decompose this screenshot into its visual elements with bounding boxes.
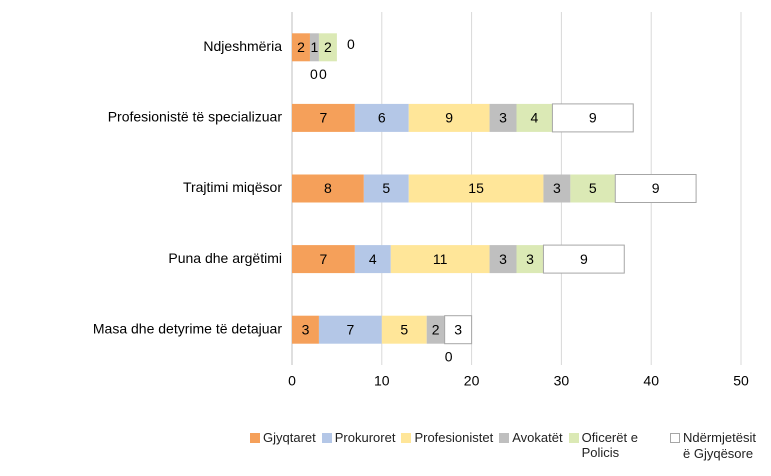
bar-segment bbox=[292, 315, 319, 344]
data-label: 0 bbox=[310, 66, 318, 82]
bar-segment bbox=[444, 315, 473, 345]
legend-label: Ndërmjetësit ë Gjyqësore bbox=[683, 430, 756, 461]
data-label: 4 bbox=[369, 251, 377, 267]
bar-segment bbox=[354, 245, 391, 274]
data-label: 5 bbox=[400, 321, 408, 337]
data-label: 2 bbox=[432, 321, 440, 337]
legend-item: Avokatët bbox=[499, 430, 563, 445]
data-label: 7 bbox=[346, 321, 354, 337]
bar-segment bbox=[614, 174, 697, 203]
legend-swatch bbox=[250, 433, 260, 443]
legend-label: Profesionistet bbox=[414, 430, 494, 445]
legend-label: Avokatët bbox=[512, 430, 563, 445]
bar-segment bbox=[292, 245, 355, 274]
data-label: 6 bbox=[378, 110, 386, 126]
bar-segment bbox=[542, 244, 625, 274]
data-label: 0 bbox=[319, 66, 327, 82]
data-label: 15 bbox=[468, 180, 484, 196]
data-label: 3 bbox=[454, 321, 462, 337]
bar-segment bbox=[292, 33, 310, 62]
x-tick-label: 20 bbox=[464, 373, 480, 389]
data-label: 4 bbox=[531, 110, 539, 126]
y-tick-label: Profesionistë të specializuar bbox=[108, 109, 283, 125]
bar-segment bbox=[354, 103, 409, 132]
bar-segment bbox=[390, 245, 490, 274]
legend-label: Oficerët e Policis bbox=[581, 430, 638, 460]
data-label: 3 bbox=[499, 110, 507, 126]
bar-segment bbox=[292, 174, 364, 203]
data-label: 3 bbox=[302, 321, 310, 337]
data-label: 9 bbox=[580, 251, 588, 267]
bar-segment bbox=[309, 33, 319, 62]
legend-swatch bbox=[321, 433, 332, 443]
bar-segment bbox=[363, 174, 409, 203]
y-tick-label: Masa dhe detyrime të detajuar bbox=[93, 320, 282, 336]
x-tick-label: 0 bbox=[288, 373, 296, 389]
bar-segment bbox=[426, 315, 445, 344]
bar-segment bbox=[516, 245, 544, 274]
x-tick-label: 30 bbox=[554, 373, 570, 389]
bar-segment bbox=[551, 103, 634, 133]
legend-item: Oficerët e Policis bbox=[568, 430, 664, 460]
data-label: 2 bbox=[297, 39, 305, 55]
data-label: 7 bbox=[320, 110, 328, 126]
data-label: 3 bbox=[526, 251, 534, 267]
legend-item: Profesionistet bbox=[401, 430, 493, 445]
data-label: 1 bbox=[311, 39, 319, 55]
legend-swatch bbox=[568, 433, 579, 443]
y-tick-label: Puna dhe argëtimi bbox=[168, 250, 282, 266]
data-label: 3 bbox=[553, 180, 561, 196]
data-label: 9 bbox=[652, 180, 660, 196]
bar-segment bbox=[543, 174, 571, 203]
legend-swatch bbox=[401, 433, 412, 443]
x-tick-label: 50 bbox=[733, 373, 749, 389]
legend-label: Gjyqtaret bbox=[263, 430, 316, 445]
x-tick-label: 40 bbox=[643, 373, 659, 389]
legend-item: Gjyqtaret bbox=[250, 430, 316, 445]
data-label: 0 bbox=[347, 36, 355, 52]
bar-segment bbox=[489, 103, 517, 132]
data-label: 11 bbox=[433, 251, 448, 267]
data-label: 5 bbox=[589, 180, 597, 196]
bar-segment bbox=[318, 33, 337, 62]
legend-item: Ndërmjetësit ë Gjyqësore bbox=[670, 430, 765, 462]
data-label: 0 bbox=[445, 348, 453, 364]
legend-item: Prokuroret bbox=[321, 430, 396, 445]
bar-segment bbox=[408, 174, 544, 203]
legend: Gjyqtaret Prokuroret Profesionistet Avokatë… bbox=[250, 430, 765, 462]
data-label: 9 bbox=[589, 110, 597, 126]
legend-swatch bbox=[670, 433, 680, 443]
data-label: 2 bbox=[324, 39, 332, 55]
data-label: 8 bbox=[324, 180, 332, 196]
data-label: 9 bbox=[445, 110, 453, 126]
bar-segment bbox=[318, 315, 382, 344]
bar-segment bbox=[408, 103, 490, 132]
bar-segment bbox=[292, 103, 355, 132]
legend-label: Prokuroret bbox=[334, 430, 396, 445]
x-tick-label: 10 bbox=[374, 373, 390, 389]
data-label: 3 bbox=[499, 251, 507, 267]
data-label: 5 bbox=[382, 180, 390, 196]
data-label: 7 bbox=[320, 251, 328, 267]
bar-segment bbox=[489, 245, 517, 274]
bar-segment bbox=[516, 103, 553, 132]
bar-segment bbox=[570, 174, 616, 203]
legend-swatch bbox=[499, 433, 510, 443]
bar-segment bbox=[381, 315, 427, 344]
y-tick-label: Ndjeshmëria bbox=[203, 38, 282, 54]
y-tick-label: Trajtimi miqësor bbox=[183, 179, 282, 195]
